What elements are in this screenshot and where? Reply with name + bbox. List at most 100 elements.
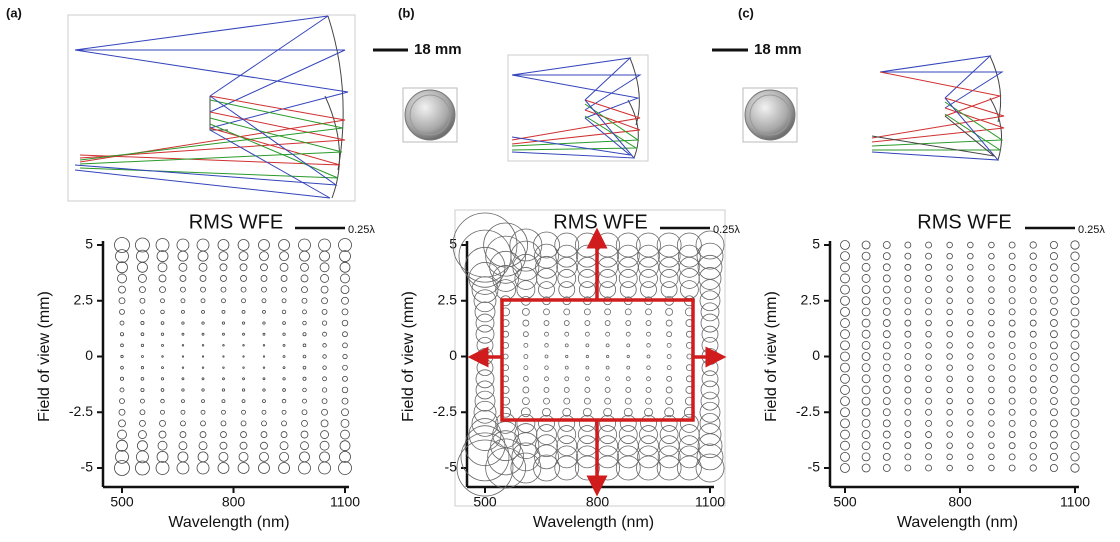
bubble (926, 387, 932, 393)
bubble (1071, 297, 1079, 305)
bubble (1050, 375, 1057, 382)
bubble (342, 398, 348, 404)
bubble (905, 264, 911, 270)
bubble (181, 310, 184, 313)
bubble (138, 431, 146, 439)
bubble (182, 389, 184, 391)
bubble (968, 309, 974, 315)
bubble (1050, 275, 1057, 282)
bubble (700, 402, 720, 422)
bubble (474, 290, 496, 312)
x-tick-label: 800 (948, 494, 972, 510)
panel-label: (b) (398, 5, 415, 20)
bubble (862, 364, 870, 372)
bubble (1030, 465, 1036, 471)
bubble (605, 387, 610, 392)
bubble (282, 421, 287, 426)
bubble (862, 353, 870, 361)
bubble (263, 322, 265, 324)
bubble (156, 239, 169, 252)
bubble (926, 365, 932, 371)
bubble (121, 366, 124, 369)
coin (403, 88, 457, 142)
bubble (341, 274, 350, 283)
bubble (926, 420, 932, 426)
x-axis-label: Wavelength (nm) (533, 514, 654, 531)
bubble (841, 408, 850, 417)
bubble (862, 252, 870, 260)
bubble (340, 251, 351, 262)
bubble (841, 430, 850, 439)
bubble (322, 298, 328, 304)
bubble (989, 398, 995, 404)
bubble (585, 377, 589, 381)
bubble (701, 381, 719, 399)
bubble (182, 322, 184, 324)
bubble (1050, 286, 1057, 293)
bubble (119, 298, 125, 304)
bubble (222, 389, 224, 391)
bubble (926, 376, 932, 382)
bubble (1030, 365, 1036, 371)
bubble (1071, 286, 1079, 294)
bubble (263, 367, 265, 369)
bubble (262, 400, 265, 403)
chart-title: RMS WFE (917, 211, 1011, 233)
bubble (476, 381, 494, 399)
bubble (119, 409, 125, 415)
bubble (1009, 309, 1015, 315)
bubble (841, 263, 850, 272)
bubble (862, 408, 870, 416)
bubble (883, 431, 890, 438)
bubble (647, 355, 650, 358)
bubble (968, 432, 974, 438)
bubble (238, 463, 249, 474)
bubble (262, 299, 266, 303)
bubble (926, 242, 932, 248)
bubble (585, 332, 589, 336)
size-key-label: 0.25λ (713, 224, 740, 236)
bubble (259, 252, 268, 261)
bubble (118, 274, 127, 283)
bubble (342, 387, 348, 393)
y-tick-label: 2.5 (74, 291, 94, 307)
bubble (1009, 331, 1015, 337)
x-tick-label: 500 (110, 494, 134, 510)
y-tick-label: -5 (81, 459, 94, 475)
bubble (1071, 431, 1079, 439)
bubble (178, 452, 188, 462)
bubble (947, 331, 953, 337)
bubble (1009, 320, 1015, 326)
bubble (534, 455, 560, 481)
bubble (1009, 253, 1015, 259)
bubble (320, 251, 330, 261)
bubble (141, 333, 144, 336)
bubble (968, 354, 974, 360)
bubble (339, 462, 352, 475)
bubble (243, 356, 244, 357)
bubble (647, 377, 651, 381)
bubble (515, 424, 537, 446)
bubble (197, 239, 209, 251)
bubble (476, 370, 494, 388)
plots: 52.50-2.5-55008001100Wavelength (nm)Fiel… (36, 213, 1090, 531)
bubble (862, 419, 870, 427)
bubble (1030, 398, 1036, 404)
bubble (989, 421, 995, 427)
bubble (947, 398, 953, 404)
bubble (565, 332, 569, 336)
bubble (140, 399, 144, 403)
bubble (841, 274, 850, 283)
bubble (157, 451, 168, 462)
bubble (862, 442, 870, 450)
bubble (299, 452, 309, 462)
bubble (321, 420, 328, 427)
bubble (667, 376, 672, 381)
bubble (161, 299, 165, 303)
bubble (661, 282, 677, 298)
bubble (947, 376, 953, 382)
bubble (586, 344, 589, 347)
bubble (989, 320, 995, 326)
bubble (476, 314, 494, 332)
bubble (261, 432, 267, 438)
